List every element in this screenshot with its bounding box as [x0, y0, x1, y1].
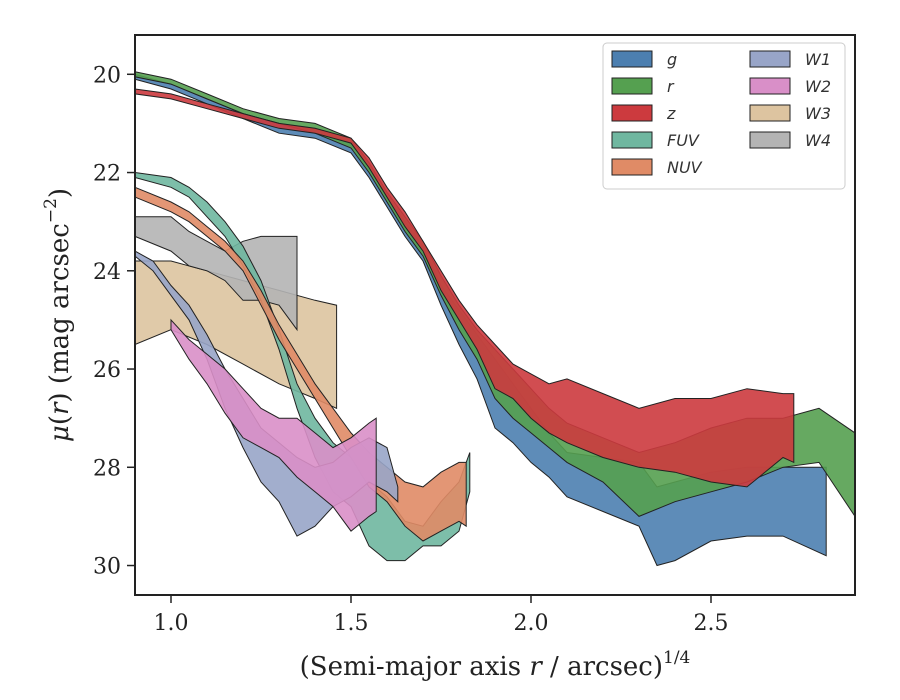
y-tick-label: 26	[93, 358, 121, 383]
series-band-nuv	[134, 186, 467, 542]
x-tick-label: 1.0	[154, 611, 189, 636]
legend-swatch-w3	[749, 104, 791, 122]
legend-swatch-g	[611, 50, 653, 68]
x-tick-label: 2.0	[514, 611, 549, 636]
y-axis-title-sup: −2	[41, 198, 61, 223]
legend-swatch-w4	[749, 131, 791, 149]
y-tick-label: 22	[93, 162, 121, 187]
legend-swatch-w2	[749, 77, 791, 95]
legend-label-z: z	[666, 104, 676, 123]
y-tick-label: 20	[93, 63, 121, 88]
series-band-w2	[170, 318, 377, 532]
series-band-w4	[134, 216, 298, 332]
legend-label-w1: W1	[805, 50, 831, 69]
y-axis-title: μ(r) (mag arcsec−2)	[41, 188, 75, 442]
legend-swatch-fuv	[611, 131, 653, 149]
x-axis-title-sup: 1/4	[663, 648, 690, 668]
legend-label-w4: W4	[805, 131, 831, 150]
y-axis-title-pre: (	[45, 415, 75, 425]
legend-items: grz FUV NUV W1 W2 W3 W4	[611, 50, 831, 177]
y-axis: 20 22 24 26 28 30	[93, 63, 135, 580]
x-axis-title: (Semi-major axis r / arcsec)1/4	[300, 648, 691, 682]
legend-label-nuv: NUV	[667, 158, 703, 177]
x-tick-label: 2.5	[694, 611, 729, 636]
x-axis-title-mid: / arcsec)	[542, 652, 663, 682]
series-fills	[134, 71, 856, 567]
legend: grz FUV NUV W1 W2 W3 W4	[602, 42, 846, 190]
legend-label-w3: W3	[805, 104, 831, 123]
legend-swatch-z	[611, 104, 653, 122]
legend-label-g: g	[667, 50, 677, 69]
legend-swatch-nuv	[611, 158, 653, 176]
y-tick-label: 30	[93, 555, 121, 580]
y-tick-label: 24	[93, 260, 121, 285]
legend-label-fuv: FUV	[667, 131, 700, 150]
legend-label-r: r	[667, 77, 675, 96]
y-axis-title-end: )	[45, 188, 75, 198]
y-axis-title-post: ) (mag arcsec	[45, 223, 75, 402]
legend-swatch-r	[611, 77, 653, 95]
legend-label-w2: W2	[805, 77, 831, 96]
x-tick-label: 1.5	[334, 611, 369, 636]
y-tick-label: 28	[93, 456, 121, 481]
y-axis-title-mu: μ	[45, 425, 75, 442]
x-axis-title-prefix: (Semi-major axis	[300, 652, 530, 682]
legend-swatch-w1	[749, 50, 791, 68]
x-axis-title-var: r	[529, 652, 543, 682]
y-axis-title-var: r	[45, 401, 75, 415]
plot-frame	[134, 34, 856, 596]
series-band-z	[134, 88, 795, 488]
x-axis: 1.0 1.5 2.0 2.5	[154, 595, 729, 636]
